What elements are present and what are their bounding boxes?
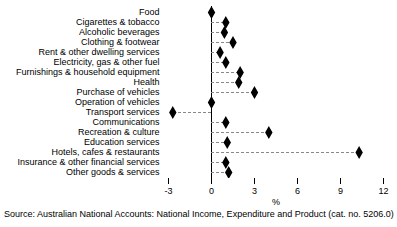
svg-text:Cigarettes & tobacco: Cigarettes & tobacco: [76, 17, 160, 27]
svg-text:Furnishings & household equipm: Furnishings & household equipment: [16, 67, 160, 77]
svg-text:Transport services: Transport services: [86, 107, 160, 117]
svg-text:Communications: Communications: [92, 117, 160, 127]
svg-text:Electricity, gas & other fuel: Electricity, gas & other fuel: [54, 57, 160, 67]
svg-text:3: 3: [252, 186, 257, 196]
svg-text:Operation of vehicles: Operation of vehicles: [75, 97, 160, 107]
svg-text:Food: Food: [139, 7, 160, 17]
svg-text:Other goods & services: Other goods & services: [66, 167, 160, 177]
svg-text:Rent & other dwelling services: Rent & other dwelling services: [38, 47, 160, 57]
svg-text:6: 6: [295, 186, 300, 196]
html-text:Source: Australian National Ac: Source: Australian National Accounts: Na…: [4, 209, 394, 219]
svg-text:Alcoholic beverages: Alcoholic beverages: [79, 27, 160, 37]
svg-text:Hotels, cafes & restaurants: Hotels, cafes & restaurants: [51, 147, 160, 157]
svg-text:Recreation & culture: Recreation & culture: [78, 127, 160, 137]
svg-text:Education services: Education services: [84, 137, 160, 147]
svg-text:%: %: [272, 197, 280, 207]
svg-text:Health: Health: [133, 77, 159, 87]
svg-text:0: 0: [209, 186, 214, 196]
svg-text:12: 12: [378, 186, 388, 196]
svg-text:-3: -3: [164, 186, 172, 196]
svg-text:9: 9: [338, 186, 343, 196]
svg-text:Purchase of vehicles: Purchase of vehicles: [76, 87, 160, 97]
svg-text:Clothing & footwear: Clothing & footwear: [81, 37, 160, 47]
svg-text:Insurance & other financial se: Insurance & other financial services: [17, 157, 160, 167]
